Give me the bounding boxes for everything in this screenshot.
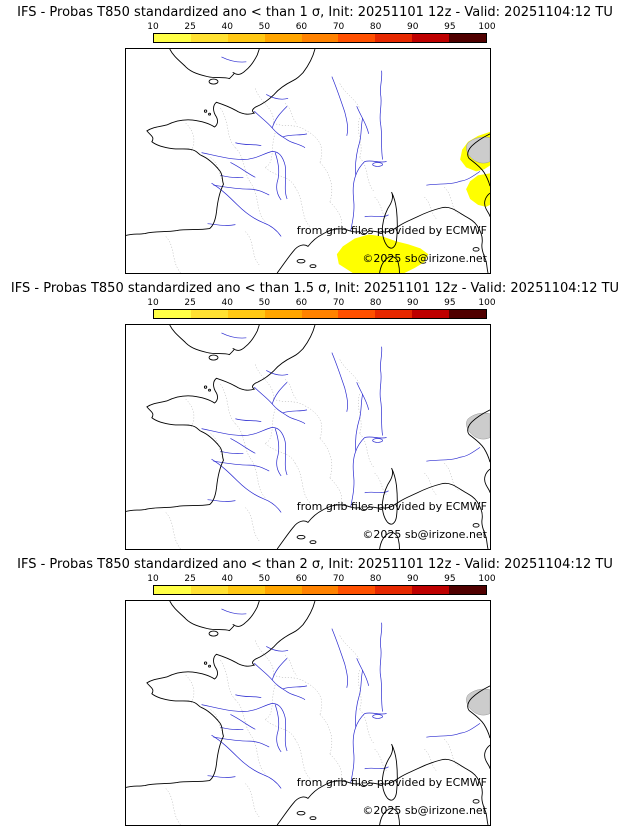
colorbar-bar: [153, 585, 487, 595]
forecast-panel-1sigma: IFS - Probas T850 standardized ano < tha…: [0, 0, 630, 276]
colorbar-tick-label: 90: [407, 574, 419, 584]
colorbar-segment: [154, 586, 191, 594]
colorbar-segment: [264, 586, 302, 594]
colorbar-tick-label: 80: [369, 574, 382, 584]
colorbar-tick-label: 10: [147, 574, 159, 584]
map-svg: [126, 601, 490, 825]
colorbar-segment: [449, 34, 487, 42]
colorbar-tick-label: 95: [444, 574, 456, 584]
map-canvas: from grib files provided by ECMWF ©2025 …: [125, 600, 491, 826]
colorbar: 10 25 40 50 60 70 80 90 95 100: [147, 22, 496, 43]
copyright-text: ©2025 sb@irizone.net: [362, 804, 487, 817]
attribution-text: from grib files provided by ECMWF: [296, 500, 487, 513]
colorbar-segment: [375, 586, 413, 594]
colorbar-bar: [153, 33, 487, 43]
colorbar-segment: [338, 34, 376, 42]
colorbar-tick-label: 25: [184, 574, 196, 584]
colorbar-tick-label: 40: [221, 22, 233, 32]
colorbar-tick-label: 60: [295, 574, 308, 584]
colorbar: 10 25 40 50 60 70 80 90 95 100: [147, 298, 496, 319]
forecast-panel-1-5sigma: IFS - Probas T850 standardized ano < tha…: [0, 276, 630, 552]
colorbar-segment: [190, 586, 228, 594]
map-svg: [126, 325, 490, 549]
colorbar-segment: [412, 310, 450, 318]
map-canvas: from grib files provided by ECMWF ©2025 …: [125, 48, 491, 274]
colorbar-tick-label: 95: [444, 298, 456, 308]
colorbar-tick-label: 70: [332, 298, 345, 308]
colorbar-tick-label: 95: [444, 22, 456, 32]
colorbar-ticks: 10 25 40 50 60 70 80 90 95 100: [147, 298, 495, 308]
colorbar-segment: [449, 310, 487, 318]
colorbar-segment: [412, 34, 450, 42]
colorbar-tick-label: 80: [369, 22, 382, 32]
colorbar-segment: [301, 586, 339, 594]
colorbar-segment: [190, 34, 228, 42]
colorbar-segment: [301, 310, 339, 318]
colorbar-segment: [154, 310, 191, 318]
attribution-text: from grib files provided by ECMWF: [296, 776, 487, 789]
colorbar-tick-label: 80: [369, 298, 382, 308]
map-svg: [126, 49, 490, 273]
colorbar-tick-label: 50: [258, 574, 271, 584]
colorbar: 10 25 40 50 60 70 80 90 95 100: [147, 574, 496, 595]
colorbar-tick-label: 90: [407, 298, 419, 308]
colorbar-tick-label: 40: [221, 298, 233, 308]
colorbar-segment: [338, 310, 376, 318]
colorbar-segment: [227, 34, 265, 42]
colorbar-segment: [227, 310, 265, 318]
forecast-panel-2sigma: IFS - Probas T850 standardized ano < tha…: [0, 552, 630, 828]
colorbar-tick-label: 100: [478, 22, 496, 32]
colorbar-tick-label: 100: [478, 298, 496, 308]
attribution-text: from grib files provided by ECMWF: [296, 224, 487, 237]
colorbar-segment: [338, 586, 376, 594]
colorbar-segment: [375, 34, 413, 42]
colorbar-tick-label: 10: [147, 298, 159, 308]
copyright-text: ©2025 sb@irizone.net: [362, 528, 487, 541]
colorbar-tick-label: 50: [258, 298, 271, 308]
colorbar-tick-label: 70: [332, 22, 345, 32]
colorbar-tick-label: 50: [258, 22, 271, 32]
colorbar-tick-label: 25: [184, 298, 196, 308]
map-canvas: from grib files provided by ECMWF ©2025 …: [125, 324, 491, 550]
colorbar-segment: [227, 586, 265, 594]
colorbar-segment: [264, 310, 302, 318]
shaded-region: [336, 234, 429, 273]
shaded-region: [466, 173, 490, 207]
colorbar-tick-label: 100: [478, 574, 496, 584]
colorbar-ticks: 10 25 40 50 60 70 80 90 95 100: [147, 22, 495, 32]
panel-title: IFS - Probas T850 standardized ano < tha…: [17, 5, 613, 20]
panel-title: IFS - Probas T850 standardized ano < tha…: [10, 281, 620, 296]
colorbar-segment: [154, 34, 191, 42]
colorbar-tick-label: 40: [221, 574, 233, 584]
colorbar-bar: [153, 309, 487, 319]
colorbar-tick-label: 25: [184, 22, 196, 32]
panel-title: IFS - Probas T850 standardized ano < tha…: [17, 557, 613, 572]
colorbar-segment: [412, 586, 450, 594]
colorbar-tick-label: 10: [147, 22, 159, 32]
colorbar-tick-label: 90: [407, 22, 419, 32]
colorbar-ticks: 10 25 40 50 60 70 80 90 95 100: [147, 574, 495, 584]
colorbar-segment: [264, 34, 302, 42]
colorbar-segment: [449, 586, 487, 594]
colorbar-segment: [190, 310, 228, 318]
colorbar-tick-label: 60: [295, 22, 308, 32]
colorbar-segment: [301, 34, 339, 42]
copyright-text: ©2025 sb@irizone.net: [362, 252, 487, 265]
colorbar-tick-label: 60: [295, 298, 308, 308]
colorbar-segment: [375, 310, 413, 318]
colorbar-tick-label: 70: [332, 574, 345, 584]
